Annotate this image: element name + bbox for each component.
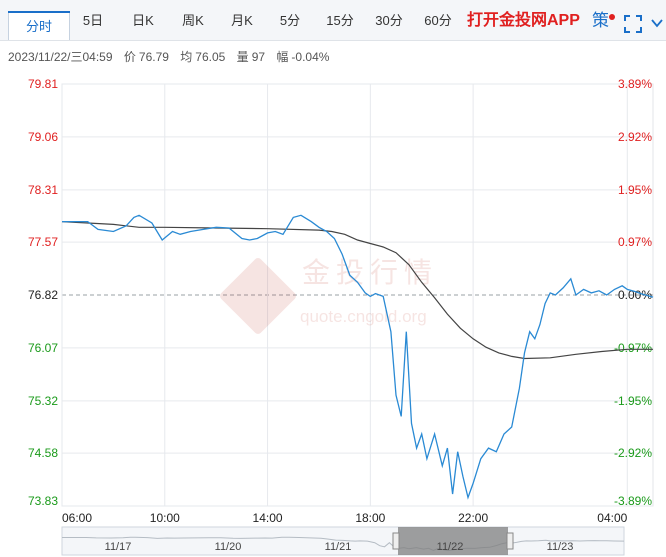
- pct-tick-label: 0.97%: [618, 235, 652, 249]
- navigator-sparkline: [62, 536, 625, 552]
- pct-tick-label: 2.92%: [618, 130, 652, 144]
- x-tick-label: 14:00: [253, 511, 283, 525]
- pct-tick-label: -3.89%: [614, 494, 652, 508]
- y-tick-label: 78.31: [28, 183, 58, 197]
- price-value: 76.79: [138, 50, 169, 64]
- volume-value: 97: [251, 50, 266, 64]
- tab-monthly-k[interactable]: 月K: [231, 13, 253, 28]
- y-axis-left: 79.81 79.06 78.31 77.57 76.82 76.07 75.32 74.58…: [28, 77, 58, 508]
- tab-daily-k[interactable]: 日K: [132, 13, 154, 28]
- y-tick-label: 77.57: [28, 235, 58, 249]
- x-tick-label: 04:00: [597, 511, 627, 525]
- series-lines: [61, 214, 654, 500]
- open-app-link[interactable]: 打开金投网APP: [467, 12, 580, 29]
- watermark: 金投行情 quote.cngold.org: [220, 257, 438, 334]
- tab-intraday[interactable]: 分时: [8, 11, 70, 40]
- tab-15min[interactable]: 15分: [326, 13, 354, 28]
- quote-datetime: 2023/11/22/三04:59: [8, 50, 113, 64]
- x-tick-label: 18:00: [355, 511, 385, 525]
- tab-weekly-k[interactable]: 周K: [182, 13, 204, 28]
- y-tick-label: 76.07: [28, 341, 58, 355]
- tab-30min[interactable]: 30分: [375, 13, 403, 28]
- navigator-date-label: 11/23: [547, 541, 574, 553]
- tab-5min[interactable]: 5分: [279, 13, 301, 28]
- navigator-date-label: 11/22: [437, 541, 464, 553]
- navigator-handle-left[interactable]: [392, 532, 400, 550]
- average-line: [61, 221, 653, 360]
- tab-5day[interactable]: 5日: [82, 13, 104, 28]
- price-label: 价: [123, 50, 136, 64]
- range-navigator[interactable]: 11/17 11/20 11/21 11/22 11/23: [61, 526, 625, 556]
- chevron-down-icon[interactable]: [651, 17, 663, 29]
- avg-label: 均: [180, 50, 193, 64]
- pct-tick-label: -0.97%: [614, 341, 652, 355]
- y-axis-right: 3.89% 2.92% 1.95% 0.97% 0.00% -0.97% -1.95% -2.…: [614, 77, 652, 508]
- pct-tick-label: 1.95%: [618, 183, 652, 197]
- navigator-date-label: 11/20: [215, 541, 242, 553]
- y-tick-label: 79.81: [28, 77, 58, 91]
- x-tick-label: 06:00: [62, 511, 92, 525]
- amplitude-value: -0.04%: [291, 50, 330, 64]
- price-line: [62, 214, 654, 500]
- volume-label: 量: [236, 50, 249, 64]
- y-tick-label: 73.83: [28, 494, 58, 508]
- pct-tick-label: 3.89%: [618, 77, 652, 91]
- watermark-logo: [220, 258, 296, 334]
- x-tick-label: 22:00: [458, 511, 488, 525]
- y-tick-label: 79.06: [28, 130, 58, 144]
- navigator-date-label: 11/21: [325, 541, 352, 553]
- chart-grid: [61, 83, 654, 507]
- pct-tick-label: -2.92%: [614, 446, 652, 460]
- y-tick-label: 76.82: [28, 288, 58, 302]
- watermark-cn: 金投行情: [302, 257, 438, 288]
- navigator-handle-right[interactable]: [506, 532, 514, 550]
- y-tick-label: 75.32: [28, 394, 58, 408]
- y-tick-label: 74.58: [28, 446, 58, 460]
- navigator-window[interactable]: [398, 527, 508, 555]
- amplitude-label: 幅: [276, 50, 289, 64]
- period-tab-bar: 分时 5日 日K 周K 月K 5分 15分 30分 60分 打开金投网APP 策: [0, 0, 666, 41]
- pct-tick-label: 0.00%: [618, 288, 652, 302]
- quote-info-bar: 2023/11/22/三04:59 价 76.79 均 76.05 量 97 幅 -0.…: [8, 48, 337, 65]
- x-axis: 06:00 10:00 14:00 18:00 22:00 04:00: [62, 511, 628, 525]
- x-tick-label: 10:00: [150, 511, 180, 525]
- fullscreen-icon[interactable]: [624, 15, 642, 33]
- navigator-date-label: 11/17: [105, 541, 132, 553]
- avg-value: 76.05: [195, 50, 226, 64]
- tab-60min[interactable]: 60分: [424, 13, 452, 28]
- watermark-en: quote.cngold.org: [300, 307, 427, 326]
- strategy-button[interactable]: 策: [592, 11, 609, 30]
- pct-tick-label: -1.95%: [614, 394, 652, 408]
- notification-dot: [609, 14, 615, 20]
